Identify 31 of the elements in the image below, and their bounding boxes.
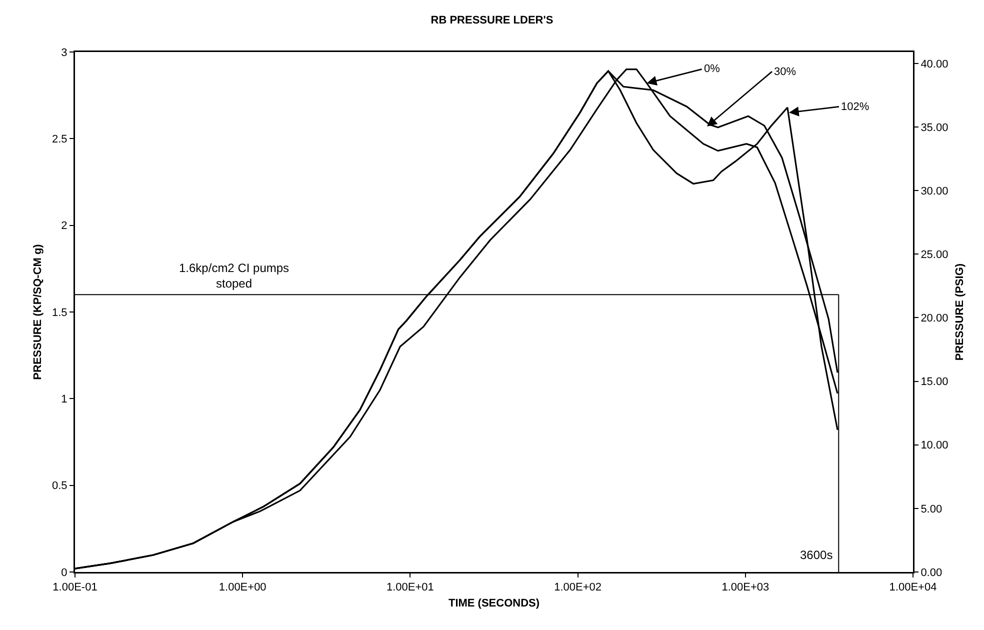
y-axis-title: PRESSURE (KP/SQ-CM g): [32, 244, 44, 380]
x-tick-label: 1.00E+03: [722, 582, 770, 594]
y2-tick-label: 5.00: [920, 503, 942, 516]
y-tick-label: 2.5: [52, 134, 68, 146]
x-axis-title: TIME (SECONDS): [448, 598, 540, 610]
ref-line-label: 3600s: [800, 548, 833, 562]
y-tick-label: 0: [61, 566, 68, 579]
y2-tick-label: 10.00: [920, 440, 948, 452]
y2-tick-label: 15.00: [920, 376, 948, 388]
y2-tick-label: 30.00: [920, 185, 948, 198]
y-tick-label: 3: [61, 46, 68, 59]
y2-axis-title: PRESSURE (PSIG): [954, 263, 966, 361]
y-tick-label: 2: [61, 220, 68, 232]
x-tick-label: 1.00E+01: [386, 582, 434, 594]
ref-line-label: 1.6kp/cm2 CI pumps stoped: [179, 261, 290, 291]
x-tick-label: 1.00E+02: [554, 582, 602, 594]
y2-tick-label: 25.00: [920, 249, 948, 261]
y-tick-label: 1: [61, 394, 68, 406]
x-tick-label: 1.00E+00: [218, 582, 266, 594]
x-tick-label: 1.00E-01: [52, 582, 98, 594]
y2-tick-label: 40.00: [920, 58, 948, 70]
x-tick-label: 1.00E+04: [889, 582, 937, 594]
annotation: 30%: [774, 66, 796, 78]
y-tick-label: 0.5: [52, 480, 68, 492]
y2-tick-label: 0.00: [920, 566, 942, 579]
y-tick-label: 1.5: [52, 306, 68, 319]
annotation: 102%: [841, 101, 870, 113]
annotation: 0%: [704, 63, 720, 75]
chart-title: RB PRESSURE LDER'S: [430, 14, 554, 26]
y2-tick-label: 35.00: [920, 122, 948, 134]
y2-tick-label: 20.00: [920, 312, 948, 325]
